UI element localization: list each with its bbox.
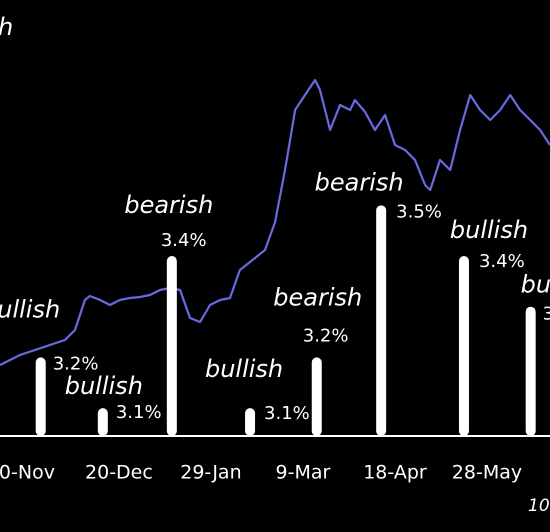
x-tick-label: 20-Dec	[85, 462, 153, 484]
value-label: 3	[543, 304, 550, 325]
bar	[35, 357, 46, 436]
x-tick-label: 28-May	[452, 462, 522, 484]
x-tick-label: 18-Apr	[363, 462, 427, 484]
sentiment-label: bullish	[65, 372, 143, 400]
value-label: 3.2%	[53, 353, 99, 374]
sentiment-label: bearish	[273, 283, 362, 311]
bar	[245, 408, 256, 436]
sentiment-label: bullish	[205, 355, 283, 383]
value-label: 3.5%	[396, 201, 442, 222]
x-tick-label: 9-Mar	[276, 462, 331, 484]
bar	[311, 357, 322, 436]
bar	[525, 306, 536, 436]
value-label: 3.4%	[161, 230, 207, 251]
value-label: 3.2%	[303, 325, 349, 346]
sentiment-label: bearish	[124, 191, 213, 219]
price-line	[0, 78, 550, 366]
sentiment-label: ullish	[0, 295, 60, 323]
x-tick-label: 0-Nov	[0, 462, 55, 484]
value-label: 3.1%	[116, 402, 162, 423]
value-label: 3.4%	[479, 251, 525, 272]
footnote: 10	[528, 496, 550, 516]
sentiment-label: bearish	[315, 168, 404, 196]
sentiment-label: bullish	[450, 216, 528, 244]
bar	[376, 205, 387, 436]
value-label: 3.1%	[264, 403, 310, 424]
bar	[458, 256, 469, 436]
bar	[166, 256, 177, 436]
sentiment-label: bull	[521, 271, 550, 299]
bar	[97, 408, 108, 436]
x-tick-label: 29-Jan	[180, 462, 241, 484]
chart-title: h	[0, 13, 13, 41]
